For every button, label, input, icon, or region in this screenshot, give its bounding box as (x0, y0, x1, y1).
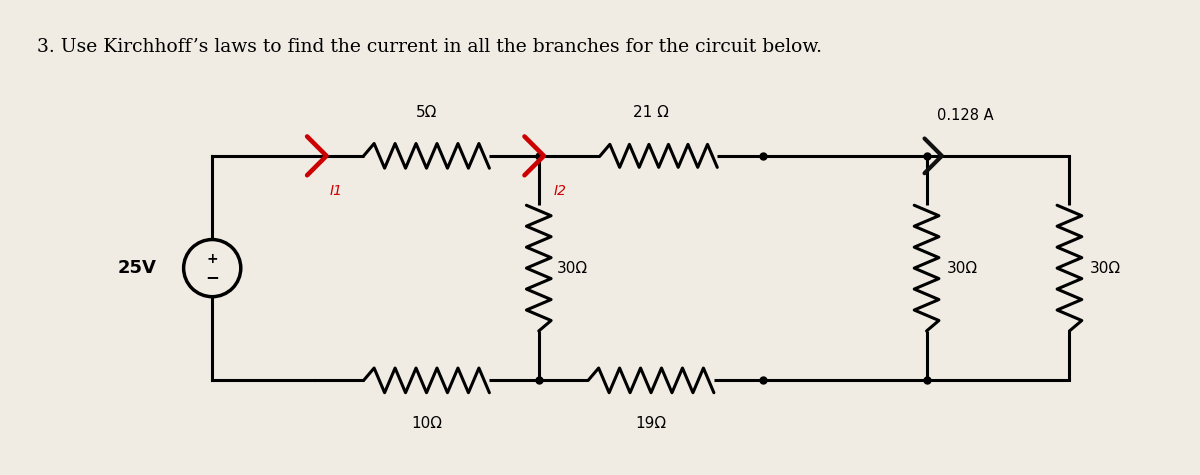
Text: 19Ω: 19Ω (636, 416, 666, 431)
Text: 30Ω: 30Ω (557, 261, 588, 276)
Text: I2: I2 (554, 184, 568, 199)
Text: +: + (206, 252, 218, 266)
Text: I1: I1 (330, 184, 342, 199)
Text: −: − (205, 268, 220, 286)
Text: 0.128 A: 0.128 A (937, 108, 994, 123)
Text: 21 Ω: 21 Ω (634, 105, 668, 120)
Text: 25V: 25V (118, 259, 156, 277)
Text: 3. Use Kirchhoff’s laws to find the current in all the branches for the circuit : 3. Use Kirchhoff’s laws to find the curr… (37, 38, 822, 57)
Text: 30Ω: 30Ω (947, 261, 978, 276)
Text: 10Ω: 10Ω (412, 416, 442, 431)
Text: 5Ω: 5Ω (416, 105, 437, 120)
Text: 30Ω: 30Ω (1090, 261, 1121, 276)
